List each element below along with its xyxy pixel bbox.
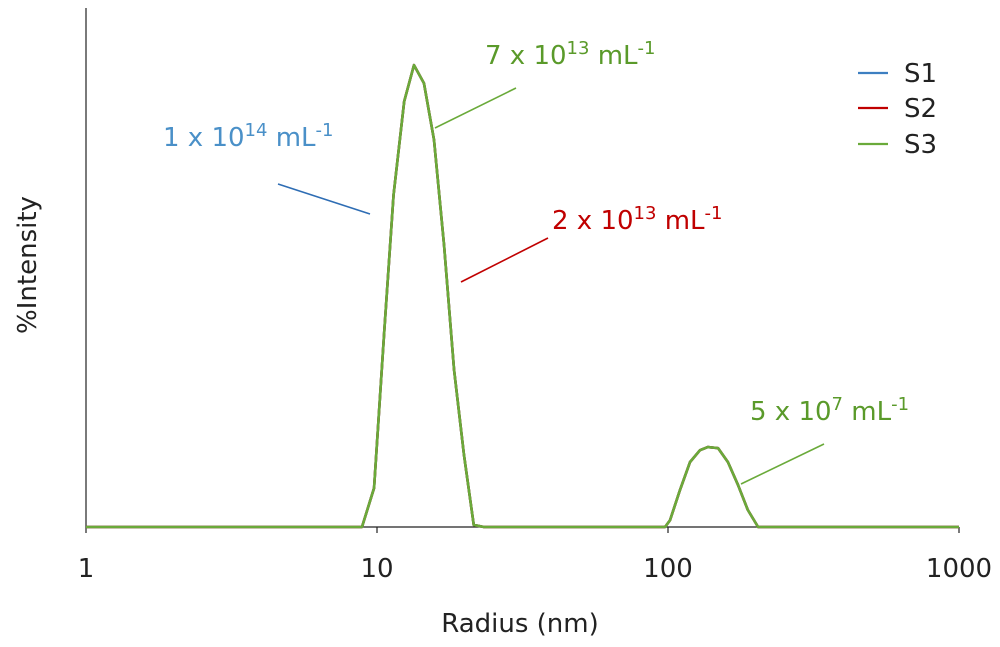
annotation-leader — [434, 87, 517, 129]
annotation-unit: mL — [656, 206, 705, 236]
annotation-unit-exponent: -1 — [638, 38, 656, 59]
x-tick-label: 1 — [78, 554, 95, 584]
annotation-text: 7 x 10 — [485, 41, 567, 71]
x-axis-label: Radius (nm) — [441, 609, 599, 639]
annotation-unit-exponent: -1 — [891, 394, 909, 415]
annotation-text: 2 x 10 — [552, 206, 634, 236]
legend-label: S2 — [904, 94, 937, 124]
y-axis-label: %Intensity — [13, 196, 43, 334]
annotation-leader — [460, 237, 549, 283]
annotation-leader — [740, 443, 825, 485]
series-line — [86, 63, 959, 529]
annotation-unit: mL — [267, 123, 316, 153]
legend-label: S3 — [904, 130, 937, 160]
annotation-unit-exponent: -1 — [316, 120, 334, 141]
annotation-exponent: 7 — [832, 394, 843, 415]
annotation-leader — [277, 183, 371, 215]
annotation: 2 x 1013 mL-1 — [552, 203, 722, 236]
legend-label: S1 — [904, 59, 937, 89]
x-tick-label: 10 — [360, 554, 393, 584]
x-tick-label: 100 — [643, 554, 693, 584]
annotation-text: 5 x 10 — [750, 397, 832, 427]
annotation-exponent: 13 — [567, 38, 590, 59]
annotation: 1 x 1014 mL-1 — [163, 120, 333, 153]
annotation: 5 x 107 mL-1 — [750, 394, 909, 427]
annotation-unit-exponent: -1 — [705, 203, 723, 224]
annotation: 7 x 1013 mL-1 — [485, 38, 655, 71]
annotation-exponent: 13 — [634, 203, 657, 224]
x-tick-label: 1000 — [926, 554, 992, 584]
annotation-exponent: 14 — [245, 120, 268, 141]
annotation-unit: mL — [589, 41, 638, 71]
annotation-unit: mL — [843, 397, 892, 427]
annotation-text: 1 x 10 — [163, 123, 245, 153]
